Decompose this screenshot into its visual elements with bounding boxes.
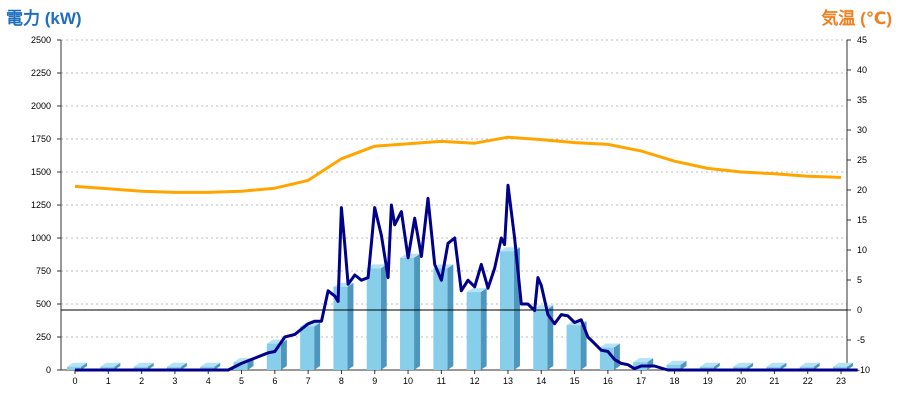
x-tick-label: 19: [703, 376, 713, 386]
bar: [733, 362, 754, 370]
bar: [599, 343, 620, 370]
bar: [300, 322, 321, 370]
bar: [400, 253, 421, 370]
bar: [433, 264, 454, 370]
bar: [166, 362, 187, 370]
left-tick-label: 750: [36, 266, 51, 276]
x-tick-label: 9: [372, 376, 377, 386]
x-tick-label: 23: [836, 376, 846, 386]
left-tick-label: 0: [46, 365, 51, 375]
left-tick-label: 2000: [31, 101, 51, 111]
bar: [133, 362, 154, 370]
left-tick-label: 1500: [31, 167, 51, 177]
bar: [266, 339, 287, 370]
right-tick-label: 20: [857, 185, 867, 195]
left-tick-label: 2500: [31, 35, 51, 45]
x-tick-label: 2: [139, 376, 144, 386]
bar: [333, 282, 354, 370]
x-tick-label: 0: [72, 376, 77, 386]
right-tick-label: 0: [857, 305, 862, 315]
right-tick-label: 15: [857, 215, 867, 225]
x-tick-label: 15: [570, 376, 580, 386]
x-tick-label: 3: [172, 376, 177, 386]
power-line: [75, 183, 858, 372]
x-tick-label: 4: [206, 376, 211, 386]
bar: [200, 362, 221, 370]
bar: [666, 360, 687, 370]
x-tick-label: 7: [306, 376, 311, 386]
left-tick-label: 2250: [31, 68, 51, 78]
left-axis-title: 電力 (kW): [6, 9, 82, 28]
right-tick-label: 10: [857, 245, 867, 255]
x-tick-label: 14: [536, 376, 546, 386]
bar: [100, 362, 121, 370]
bar: [833, 362, 854, 370]
right-tick-label: 35: [857, 95, 867, 105]
left-tick-label: 250: [36, 332, 51, 342]
x-tick-label: 6: [272, 376, 277, 386]
left-tick-label: 1000: [31, 233, 51, 243]
right-tick-label: 30: [857, 125, 867, 135]
x-tick-label: 8: [339, 376, 344, 386]
x-tick-label: 17: [636, 376, 646, 386]
right-tick-label: -5: [857, 335, 865, 345]
x-tick-label: 11: [437, 376, 446, 386]
x-tick-label: 5: [239, 376, 244, 386]
left-tick-label: 500: [36, 299, 51, 309]
right-tick-label: 5: [857, 275, 862, 285]
bar: [533, 305, 554, 370]
x-tick-label: 10: [403, 376, 413, 386]
bar: [466, 288, 487, 370]
x-tick-label: 20: [736, 376, 746, 386]
left-tick-label: 1750: [31, 134, 51, 144]
x-tick-label: 1: [106, 376, 111, 386]
x-tick-label: 22: [803, 376, 813, 386]
bar: [766, 362, 787, 370]
bar: [366, 264, 387, 370]
right-axis-title: 気温 (℃): [821, 9, 892, 28]
x-tick-label: 13: [503, 376, 513, 386]
x-tick-label: 12: [470, 376, 480, 386]
bar: [67, 362, 87, 370]
left-tick-label: 1250: [31, 200, 51, 210]
bar: [799, 362, 820, 370]
temperature-line: [74, 135, 842, 194]
x-tick-label: 18: [669, 376, 679, 386]
right-tick-label: 25: [857, 155, 867, 165]
bar: [699, 362, 720, 370]
right-tick-label: 45: [857, 35, 867, 45]
x-tick-label: 21: [769, 376, 779, 386]
right-tick-label: -10: [857, 365, 870, 375]
right-tick-label: 40: [857, 65, 867, 75]
x-tick-label: 16: [603, 376, 613, 386]
